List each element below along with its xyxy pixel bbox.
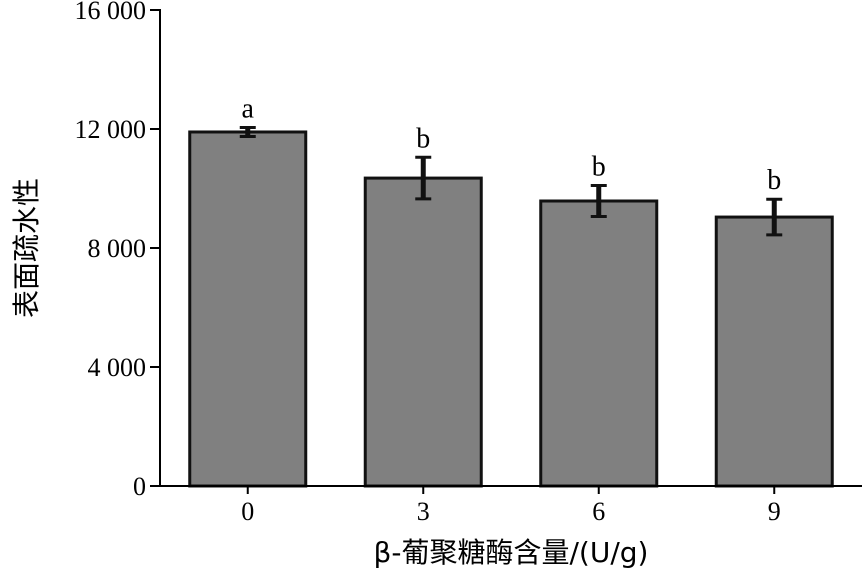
x-tick-label-3: 3 (417, 497, 430, 526)
y-tick-label: 4 000 (88, 353, 147, 382)
y-tick-label: 0 (133, 472, 146, 501)
significance-label-6: b (592, 152, 606, 183)
x-tick-label-6: 6 (592, 497, 605, 526)
y-tick-label: 12 000 (75, 115, 147, 144)
significance-label-3: b (416, 123, 430, 154)
bar-6 (539, 199, 659, 488)
bar-9 (714, 215, 834, 488)
x-tick-label-9: 9 (768, 497, 781, 526)
bar-3 (363, 176, 483, 488)
y-tick-label: 8 000 (88, 234, 147, 263)
y-tick-label: 16 000 (75, 0, 147, 25)
bar-0 (188, 130, 308, 488)
significance-label-9: b (767, 165, 781, 196)
y-ticks: 0 4 000 8 000 12 000 16 000 (75, 0, 160, 501)
significance-label-0: a (242, 94, 255, 125)
x-axis-title: β-葡聚糖酶含量/(U/g) (374, 536, 649, 569)
y-axis-title: 表面疏水性 (10, 178, 43, 318)
x-tick-label-0: 0 (241, 497, 254, 526)
x-ticks: 0 3 6 9 (241, 486, 781, 526)
bars-layer: a b b b (188, 94, 834, 488)
